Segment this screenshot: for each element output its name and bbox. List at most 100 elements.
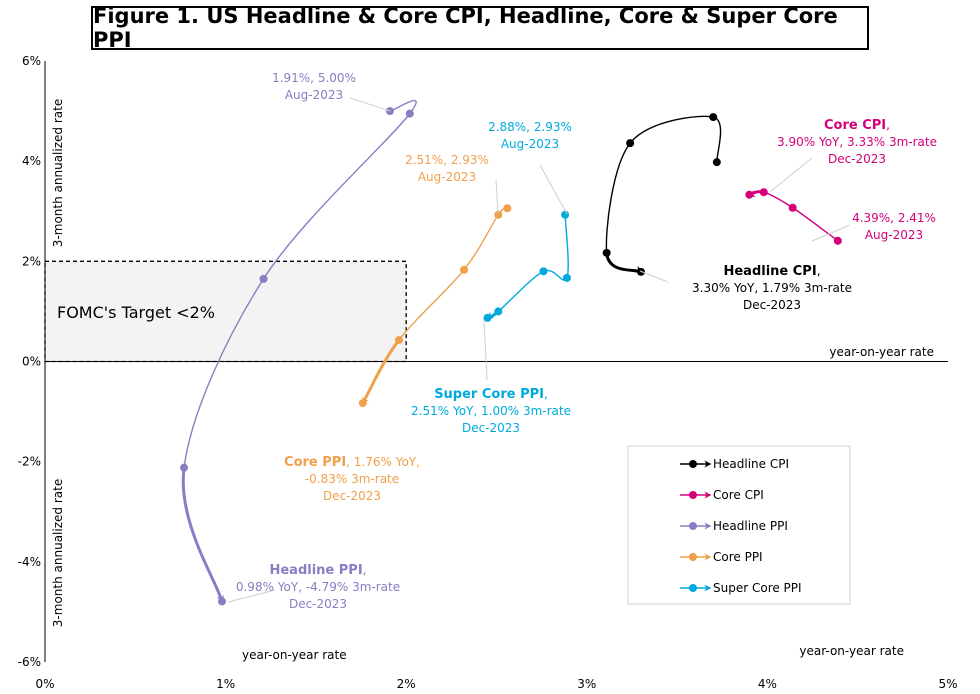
legend-swatch-point xyxy=(689,522,697,530)
series-last-segment-headline-ppi xyxy=(181,467,224,603)
legend-label: Headline CPI xyxy=(713,457,789,471)
data-point-headline-cpi xyxy=(709,113,718,122)
annotation-core-cpi: 4.39%, 2.41% Aug-2023 xyxy=(811,211,936,242)
y-tick-label: 2% xyxy=(22,254,41,268)
annotation-leader xyxy=(495,179,499,215)
annotation-line: Aug-2023 xyxy=(418,170,476,184)
x-axis-label-lower-left: year-on-year rate xyxy=(242,648,347,662)
series-last-segment-headline-cpi xyxy=(605,252,643,274)
annotation-rest: , 1.76% YoY, xyxy=(346,455,420,469)
x-axis-label-upper: year-on-year rate xyxy=(829,345,934,359)
annotation-line: Dec-2023 xyxy=(289,597,347,611)
data-point-super-core-ppi xyxy=(562,273,571,282)
annotation-leader xyxy=(483,319,488,381)
annotation-leader xyxy=(811,224,851,242)
series-line-super-core-ppi xyxy=(486,214,569,319)
annotation-bold: Core PPI xyxy=(284,455,346,470)
annotation-rest: 2.51%, 2.93% xyxy=(405,153,489,167)
chart-title: Figure 1. US Headline & Core CPI, Headli… xyxy=(91,4,869,52)
y-tick-label: -6% xyxy=(18,655,41,669)
data-point-headline-cpi xyxy=(712,158,721,167)
legend-label: Core PPI xyxy=(713,550,763,564)
data-point-core-cpi xyxy=(759,188,768,197)
legend-item-super-core-ppi: Super Core PPI xyxy=(680,581,802,595)
annotation-rest: , xyxy=(363,563,367,577)
x-axis-label-lower-right: year-on-year rate xyxy=(799,644,904,658)
annotation-line: Aug-2023 xyxy=(285,88,343,102)
annotation-leader xyxy=(639,270,669,283)
data-point-super-core-ppi xyxy=(539,267,548,276)
data-point-headline-cpi xyxy=(626,139,635,148)
annotation-heading: 4.39%, 2.41% xyxy=(852,211,936,225)
annotation-super-core-ppi: 2.88%, 2.93% Aug-2023 xyxy=(488,120,572,215)
series-line-headline-cpi xyxy=(605,115,722,273)
annotation-leader xyxy=(227,589,276,603)
y-tick-label: -4% xyxy=(18,555,41,569)
data-point-super-core-ppi xyxy=(483,313,492,322)
legend-item-headline-ppi: Headline PPI xyxy=(680,519,788,533)
annotation-line: 3.30% YoY, 1.79% 3m-rate xyxy=(692,281,852,295)
annotation-line: Dec-2023 xyxy=(828,152,886,166)
legend-item-core-ppi: Core PPI xyxy=(680,550,763,564)
annotation-rest: , xyxy=(886,118,890,132)
legend-box xyxy=(627,445,851,605)
data-point-core-ppi xyxy=(358,399,367,408)
data-point-super-core-ppi xyxy=(494,307,503,316)
annotation-core-ppi: Core PPI, 1.76% YoY, -0.83% 3m-rate Dec-20… xyxy=(284,455,420,503)
annotation-bold: Core CPI xyxy=(824,118,886,133)
annotation-line: Dec-2023 xyxy=(323,489,381,503)
data-point-super-core-ppi xyxy=(561,210,570,219)
annotation-headline-ppi: Headline PPI, 0.98% YoY, -4.79% 3m-rate De… xyxy=(227,563,400,611)
legend-swatch-point xyxy=(689,491,697,499)
y-axis-label-upper: 3-month annualized rate xyxy=(51,99,65,247)
legend-label: Super Core PPI xyxy=(713,581,802,595)
annotation-bold: Super Core PPI xyxy=(434,387,544,402)
annotation-leader xyxy=(349,97,391,112)
annotation-headline-cpi: Headline CPI, 3.30% YoY, 1.79% 3m-rate Dec… xyxy=(639,264,852,312)
data-point-core-ppi xyxy=(503,204,512,213)
annotation-heading: Core PPI, 1.76% YoY, xyxy=(284,455,420,470)
data-point-core-ppi xyxy=(394,335,403,344)
annotation-core-ppi: 2.51%, 2.93% Aug-2023 xyxy=(405,153,499,215)
data-point-headline-cpi xyxy=(602,248,611,257)
fomc-target-label: FOMC's Target <2% xyxy=(57,303,215,322)
annotation-bold: Headline PPI xyxy=(269,563,362,578)
data-point-headline-ppi xyxy=(259,274,268,283)
x-tick-label: 4% xyxy=(758,677,777,691)
data-point-core-cpi xyxy=(833,236,842,245)
annotation-heading: Headline PPI, xyxy=(269,563,366,578)
annotation-line: -0.83% 3m-rate xyxy=(305,472,399,486)
annotation-core-cpi: Core CPI, 3.90% YoY, 3.33% 3m-rate Dec-202… xyxy=(769,118,937,193)
annotation-rest: 2.88%, 2.93% xyxy=(488,120,572,134)
legend-label: Headline PPI xyxy=(713,519,788,533)
data-point-headline-ppi xyxy=(217,597,226,606)
legend-label: Core CPI xyxy=(713,488,764,502)
data-point-core-cpi xyxy=(745,190,754,199)
annotation-line: Dec-2023 xyxy=(462,421,520,435)
annotation-line: Dec-2023 xyxy=(743,298,801,312)
x-tick-label: 3% xyxy=(577,677,596,691)
legend-swatch-point xyxy=(689,553,697,561)
x-tick-label: 5% xyxy=(938,677,957,691)
y-tick-label: 4% xyxy=(22,154,41,168)
annotation-heading: 1.91%, 5.00% xyxy=(272,71,356,85)
data-point-headline-ppi xyxy=(180,463,189,472)
annotation-bold: Headline CPI xyxy=(723,264,816,279)
legend-item-core-cpi: Core CPI xyxy=(680,488,764,502)
legend-item-headline-cpi: Headline CPI xyxy=(680,457,789,471)
legend: Headline CPI Core CPI Headline PPI Core PPI… xyxy=(627,445,851,605)
x-tick-label: 0% xyxy=(35,677,54,691)
annotation-line: 3.90% YoY, 3.33% 3m-rate xyxy=(777,135,937,149)
annotation-rest: 4.39%, 2.41% xyxy=(852,211,936,225)
annotation-leader xyxy=(539,164,568,215)
annotation-line: 0.98% YoY, -4.79% 3m-rate xyxy=(236,580,400,594)
annotation-heading: 2.51%, 2.93% xyxy=(405,153,489,167)
annotation-super-core-ppi: Super Core PPI, 2.51% YoY, 1.00% 3m-rate D… xyxy=(411,319,571,435)
y-tick-label: 6% xyxy=(22,54,41,68)
y-axis-label-lower: 3-month annualized rate xyxy=(51,479,65,627)
annotation-rest: 1.91%, 5.00% xyxy=(272,71,356,85)
annotation-line: Aug-2023 xyxy=(501,137,559,151)
annotation-rest: , xyxy=(817,264,821,278)
